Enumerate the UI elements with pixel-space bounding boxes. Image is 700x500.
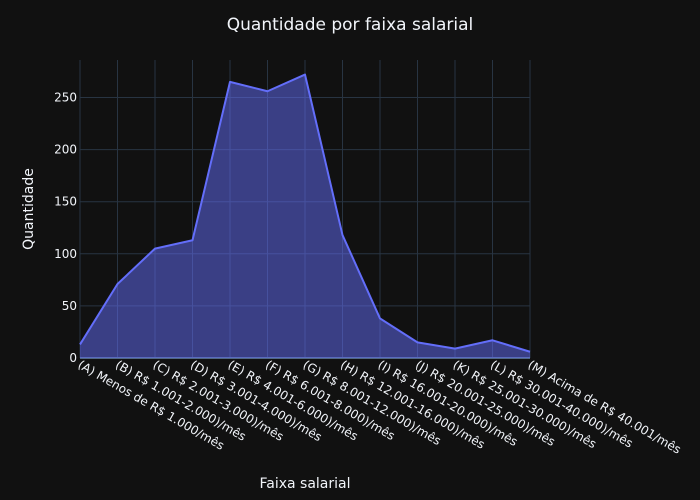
y-axis-title: Quantidade [21, 168, 37, 250]
y-tick-label: 0 [69, 351, 77, 365]
area-fill [80, 74, 530, 359]
y-tick-label: 100 [54, 247, 77, 261]
y-tick-label: 50 [62, 299, 77, 313]
data-point [342, 234, 344, 236]
area-series [79, 73, 531, 359]
chart-title: Quantidade por faixa salarial [227, 15, 473, 35]
y-tick-labels: 0 50 100 150 200 250 [54, 91, 77, 365]
data-point [117, 283, 119, 285]
y-tick-label: 150 [54, 195, 77, 209]
x-axis-title: Faixa salarial [259, 476, 350, 492]
series-line [79, 73, 531, 353]
data-point [492, 339, 494, 341]
data-point [417, 341, 419, 343]
data-point [529, 351, 531, 353]
data-point [79, 343, 81, 345]
data-point [229, 81, 231, 83]
x-tick-labels: (A) Menos de R$ 1.000/mês(B) R$ 1.001-2.… [76, 357, 684, 456]
data-point [192, 239, 194, 241]
y-tick-label: 200 [54, 143, 77, 157]
data-point [379, 317, 381, 319]
data-point [154, 248, 156, 250]
y-tick-label: 250 [54, 91, 77, 105]
data-point [267, 90, 269, 92]
data-point [454, 348, 456, 350]
data-point [304, 74, 306, 76]
